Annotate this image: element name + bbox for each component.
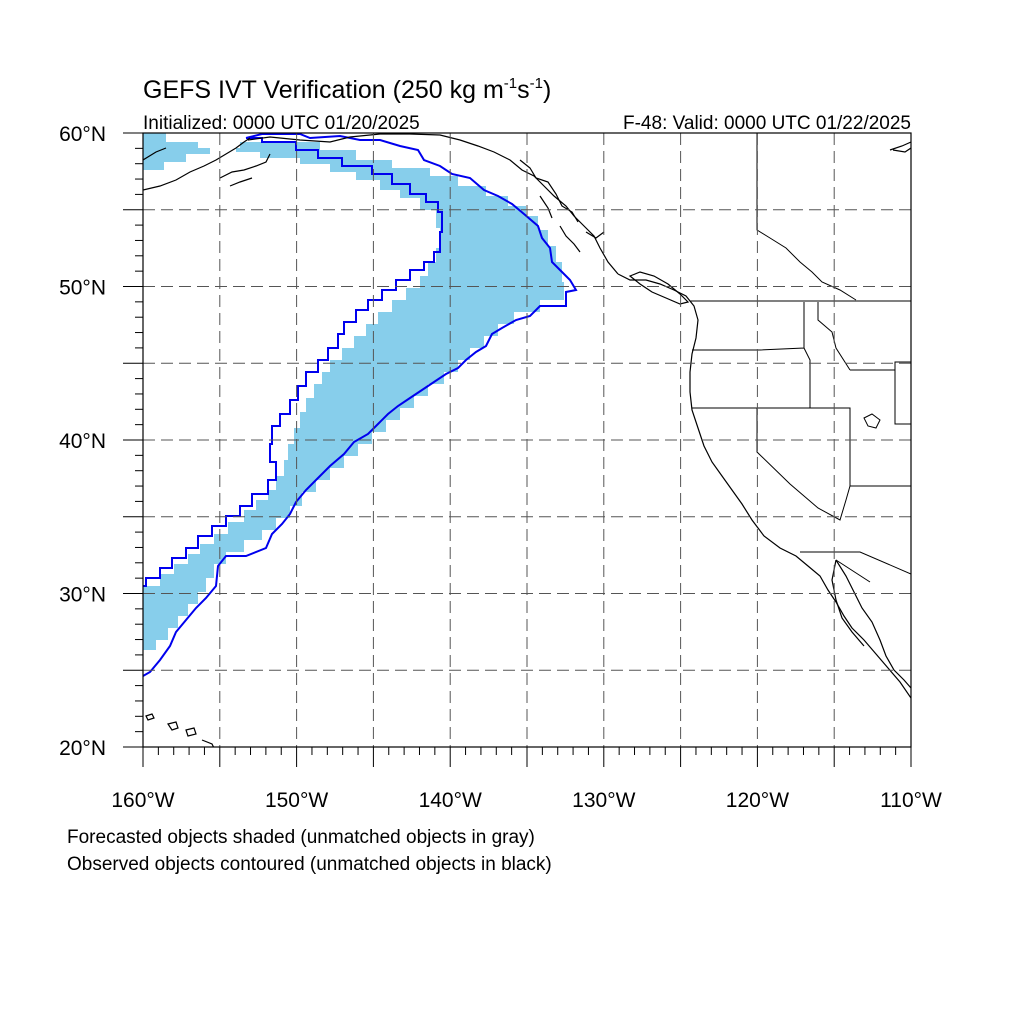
subtitle-initialized: Initialized: 0000 UTC 01/20/2025 xyxy=(143,113,420,134)
coastlines xyxy=(143,133,911,747)
great-salt-lake xyxy=(863,413,881,429)
graticule xyxy=(143,133,911,747)
alaska-canada-border xyxy=(756,133,857,301)
northern-coast-islands xyxy=(889,141,911,153)
alaska-peninsula-coast xyxy=(143,137,271,191)
lon-label: 120°W xyxy=(726,789,789,812)
forecast-object-shade xyxy=(143,133,564,650)
title-superscript-2: -1 xyxy=(530,75,543,92)
lat-label: 30°N xyxy=(59,584,106,607)
subtitle-valid: F-48: Valid: 0000 UTC 01/22/2025 xyxy=(623,113,911,134)
political-boundaries xyxy=(690,133,911,583)
longitude-labels: 160°W 150°W 140°W 130°W 120°W 110°W xyxy=(111,789,942,812)
hawaii-islands xyxy=(145,713,215,747)
caption-observed: Observed objects contoured (unmatched ob… xyxy=(67,854,552,875)
observed-object-contour-east xyxy=(143,133,578,677)
lon-label: 110°W xyxy=(880,789,942,812)
lat-label: 40°N xyxy=(59,430,106,453)
baja-california xyxy=(831,559,911,689)
figure-title: GEFS IVT Verification (250 kg m-1s-1) xyxy=(143,75,551,104)
lat-label: 20°N xyxy=(59,737,106,760)
axis-ticks xyxy=(123,132,912,767)
lon-label: 140°W xyxy=(419,789,482,812)
lon-label: 160°W xyxy=(111,789,174,812)
alaska-panhandle-islands xyxy=(519,159,605,253)
vancouver-island xyxy=(628,271,690,305)
gulf-of-alaska-coast xyxy=(247,133,619,275)
caption-forecast: Forecasted objects shaded (unmatched obj… xyxy=(67,827,535,848)
lon-label: 150°W xyxy=(265,789,328,812)
title-superscript-1: -1 xyxy=(504,75,517,92)
lat-label: 60°N xyxy=(59,123,106,146)
observed-object-contour xyxy=(143,137,443,587)
lat-label: 50°N xyxy=(59,277,106,300)
us-state-lines xyxy=(692,302,911,583)
lon-label: 130°W xyxy=(572,789,635,812)
title-mid: s xyxy=(517,76,530,104)
title-main: GEFS IVT Verification (250 kg m xyxy=(143,76,504,104)
map-area xyxy=(143,133,911,747)
latitude-labels: 60°N 50°N 40°N 30°N 20°N xyxy=(59,123,106,760)
title-end: ) xyxy=(543,76,551,104)
